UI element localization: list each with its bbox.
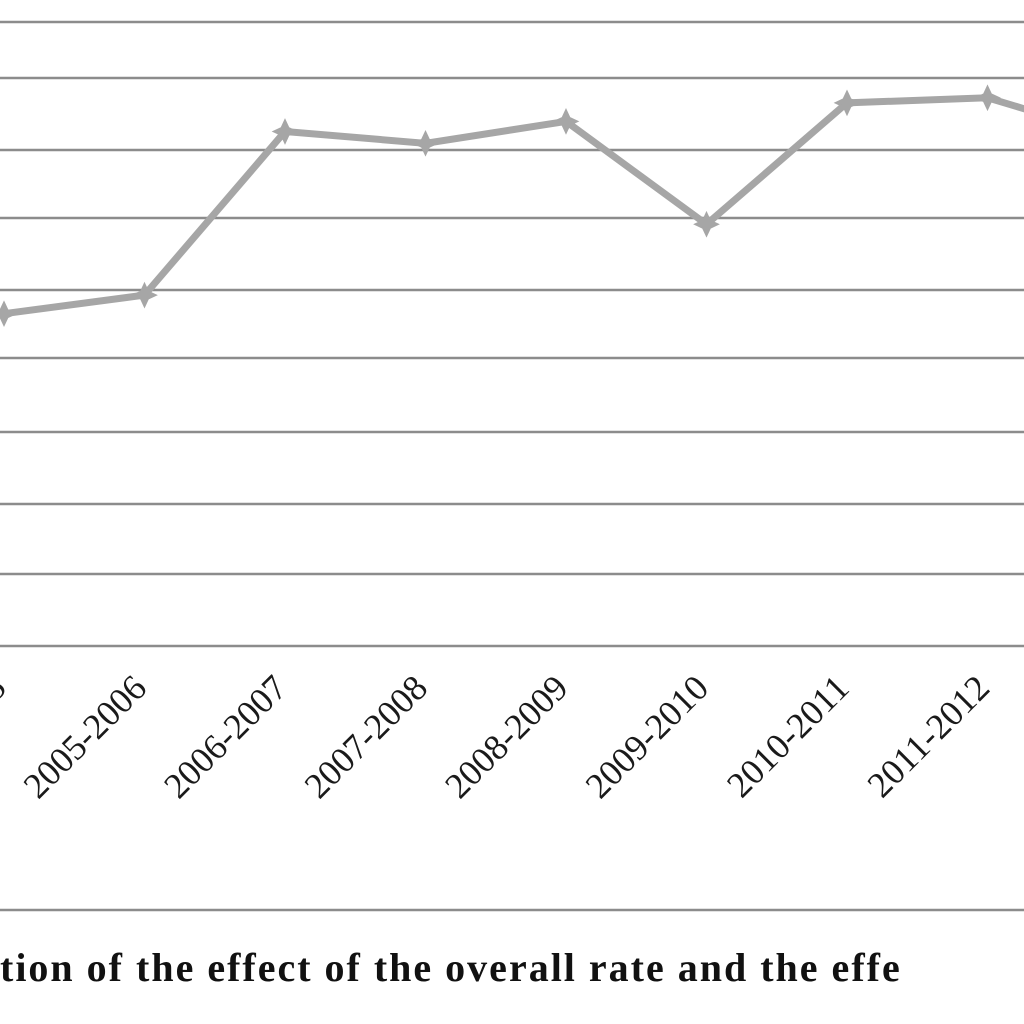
data-point-marker [833,89,861,117]
data-point-marker [131,281,158,309]
x-tick-label: 2007-2008 [297,667,436,806]
x-axis-tick-labels: 5 2005-2006 2006-2007 2007-2008 2008-2009 200… [0,667,998,806]
data-point-marker [271,118,299,145]
data-point-marker [0,300,18,328]
x-tick-label: 2011-2012 [860,667,998,805]
series-line [3,94,1024,318]
x-tick-label: 2006-2007 [156,667,295,806]
x-tick-label: 2005-2006 [16,667,155,806]
data-point-marker [693,210,720,238]
gridlines [0,20,1024,648]
x-tick-label: 2008-2009 [437,667,576,806]
x-tick-label: 2010-2011 [719,667,857,805]
x-tick-label: 5 [0,667,14,708]
figure-caption: tion of the effect of the overall rate a… [0,945,902,990]
series-group [0,84,1024,328]
data-point-marker [974,84,1001,112]
data-point-marker [412,129,439,157]
data-point-marker [552,108,580,135]
x-tick-label: 2009-2010 [578,667,717,806]
